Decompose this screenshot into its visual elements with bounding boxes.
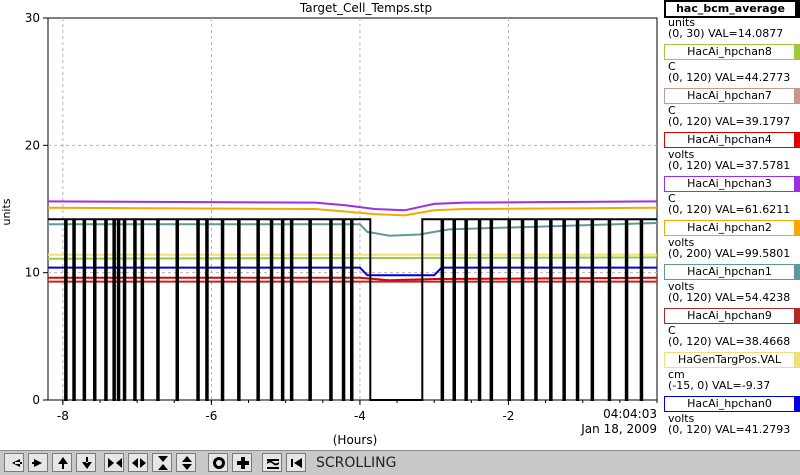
zoom-out-vertical-icon — [182, 456, 192, 470]
legend-entry[interactable]: HaGenTargPos.VAL cm (-15, 0) VAL=-9.37 — [660, 352, 800, 396]
legend-unit: volts — [668, 236, 695, 249]
y-axis-label: units — [0, 198, 13, 225]
legend-unit: volts — [668, 280, 695, 293]
x-tick-label: -6 — [205, 409, 217, 423]
legend-unit: C — [668, 324, 676, 337]
legend-unit: volts — [668, 412, 695, 425]
legend-unit: C — [668, 60, 676, 73]
legend-name[interactable]: HacAi_hpchan1 — [664, 264, 800, 280]
legend-entry[interactable]: HacAi_hpchan1 volts (0, 120) VAL=54.4238 — [660, 264, 800, 308]
legend-name[interactable]: HacAi_hpchan8 — [664, 44, 800, 60]
legend-name[interactable]: HacAi_hpchan0 — [664, 396, 800, 412]
legend-entry[interactable]: HacAi_hpchan3 C (0, 120) VAL=61.6211 — [660, 176, 800, 220]
zoom-out-horizontal-button[interactable] — [128, 453, 148, 472]
legend-name[interactable]: HacAi_hpchan2 — [664, 220, 800, 236]
legend-range: (0, 120) VAL=44.2773 — [668, 71, 791, 84]
timestamp-time: 04:04:03 — [603, 407, 657, 421]
legend-name[interactable]: HacAi_hpchan9 — [664, 308, 800, 324]
legend-range: (0, 120) VAL=61.6211 — [668, 203, 791, 216]
legend-unit: C — [668, 104, 676, 117]
zoom-in-horizontal-button[interactable] — [104, 453, 124, 472]
toolbar: SCROLLING — [0, 450, 800, 475]
legend-entry[interactable]: HacAi_hpchan8 C (0, 120) VAL=44.2773 — [660, 44, 800, 88]
autoscale-button[interactable] — [262, 453, 282, 472]
up-arrow-button[interactable] — [52, 453, 72, 472]
y-tick-label: 20 — [25, 138, 40, 152]
y-tick-label: 10 — [25, 266, 40, 280]
zoom-out-horizontal-icon — [132, 458, 146, 468]
x-axis-label: (Hours) — [333, 433, 378, 447]
legend-name[interactable]: HacAi_hpchan3 — [664, 176, 800, 192]
pause-icon — [291, 458, 302, 468]
pause-button[interactable] — [286, 453, 306, 472]
plot-title: Target_Cell_Temps.stp — [299, 1, 433, 15]
series-line-HacAi_hpchan3 — [47, 200, 658, 212]
down-arrow-button[interactable] — [76, 453, 96, 472]
crosshair-button[interactable] — [232, 453, 252, 472]
crosshair-icon — [237, 457, 249, 469]
legend-entry[interactable]: HacAi_hpchan7 C (0, 120) VAL=39.1797 — [660, 88, 800, 132]
zoom-in-horizontal-icon — [108, 458, 122, 468]
right-arrow-button[interactable] — [28, 453, 48, 472]
legend-range: (0, 120) VAL=37.5781 — [668, 159, 791, 172]
legend-unit: units — [668, 16, 696, 29]
y-tick-label: 0 — [32, 393, 40, 407]
timestamp-date: Jan 18, 2009 — [580, 422, 657, 436]
legend-range: (0, 120) VAL=54.4238 — [668, 291, 791, 304]
legend-entry[interactable]: hac_bcm_average units (0, 30) VAL=14.0877 — [660, 0, 800, 44]
zoom-in-vertical-icon — [158, 456, 168, 470]
legend-name[interactable]: HacAi_hpchan7 — [664, 88, 800, 104]
legend-unit: cm — [668, 368, 685, 381]
legend-entry[interactable]: HacAi_hpchan2 volts (0, 200) VAL=99.5801 — [660, 220, 800, 264]
x-tick-label: -4 — [354, 409, 366, 423]
left-arrow-button[interactable] — [4, 453, 24, 472]
legend-unit: C — [668, 192, 676, 205]
autoscale-icon — [267, 459, 279, 469]
left-arrow-icon — [12, 459, 22, 467]
legend-entry[interactable]: HacAi_hpchan0 volts (0, 120) VAL=41.2793 — [660, 396, 800, 440]
legend-name[interactable]: HacAi_hpchan4 — [664, 132, 800, 148]
up-arrow-icon — [58, 457, 68, 469]
record-button[interactable] — [208, 453, 228, 472]
legend-range: (0, 120) VAL=41.2793 — [668, 423, 791, 436]
legend-unit: volts — [668, 148, 695, 161]
legend-range: (0, 120) VAL=38.4668 — [668, 335, 791, 348]
down-arrow-icon — [82, 457, 92, 469]
legend-range: (0, 30) VAL=14.0877 — [668, 27, 784, 40]
legend-entry[interactable]: HacAi_hpchan4 volts (0, 120) VAL=37.5781 — [660, 132, 800, 176]
zoom-in-vertical-button[interactable] — [152, 453, 172, 472]
series-line-HacAi_hpchan2 — [47, 206, 658, 217]
right-arrow-icon — [32, 459, 42, 467]
series-line-hac_bcm_average — [48, 218, 657, 401]
legend-entry[interactable]: HacAi_hpchan9 C (0, 120) VAL=38.4668 — [660, 308, 800, 352]
series-lines — [47, 200, 658, 401]
series-line-HacAi_hpchan0 — [48, 266, 657, 277]
zoom-out-vertical-button[interactable] — [176, 453, 196, 472]
strip-chart[interactable]: 0 10 20 30 -8 -6 -4 -2 units (Hours) 04:04:03 J… — [0, 0, 660, 450]
legend-name[interactable]: HaGenTargPos.VAL — [664, 352, 800, 368]
legend-range: (0, 120) VAL=39.1797 — [668, 115, 791, 128]
legend-name[interactable]: hac_bcm_average — [664, 0, 800, 18]
record-icon — [213, 457, 225, 469]
axis-ticks: 0 10 20 30 -8 -6 -4 -2 — [25, 11, 658, 423]
y-tick-label: 30 — [25, 11, 40, 25]
scroll-status: SCROLLING — [316, 455, 397, 471]
x-tick-label: -8 — [57, 409, 69, 423]
legend-range: (0, 200) VAL=99.5801 — [668, 247, 791, 260]
x-tick-label: -2 — [502, 409, 514, 423]
series-line-HacAi_hpchan1 — [48, 222, 658, 237]
legend-range: (-15, 0) VAL=-9.37 — [668, 379, 771, 392]
